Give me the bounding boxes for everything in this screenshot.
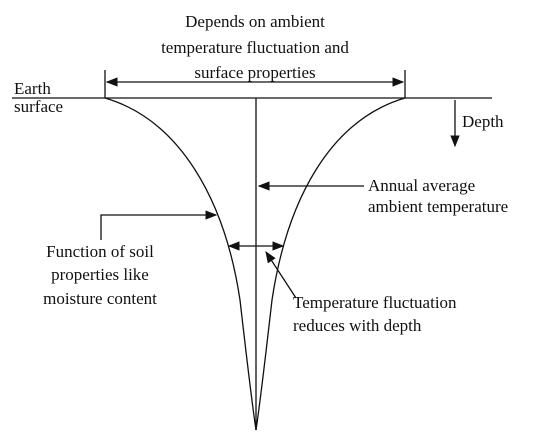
label: surface (14, 97, 63, 116)
label: Function of soil (46, 242, 154, 261)
label: Depends on ambient (185, 12, 325, 31)
label: ambient temperature (368, 197, 508, 216)
label: Earth (14, 79, 51, 98)
label: reduces with depth (293, 316, 422, 335)
left-curve (104, 97, 257, 431)
fluct-leader (265, 251, 297, 299)
label: properties like (51, 265, 149, 284)
shapes (12, 70, 492, 431)
label: Temperature fluctuation (293, 293, 457, 312)
label: temperature fluctuation and (161, 38, 349, 57)
label: Annual average (368, 176, 475, 195)
soil-leader (100, 210, 218, 240)
label: moisture content (43, 289, 157, 308)
label: surface properties (194, 63, 315, 82)
label: Depth (462, 112, 504, 131)
right-curve (255, 97, 406, 431)
